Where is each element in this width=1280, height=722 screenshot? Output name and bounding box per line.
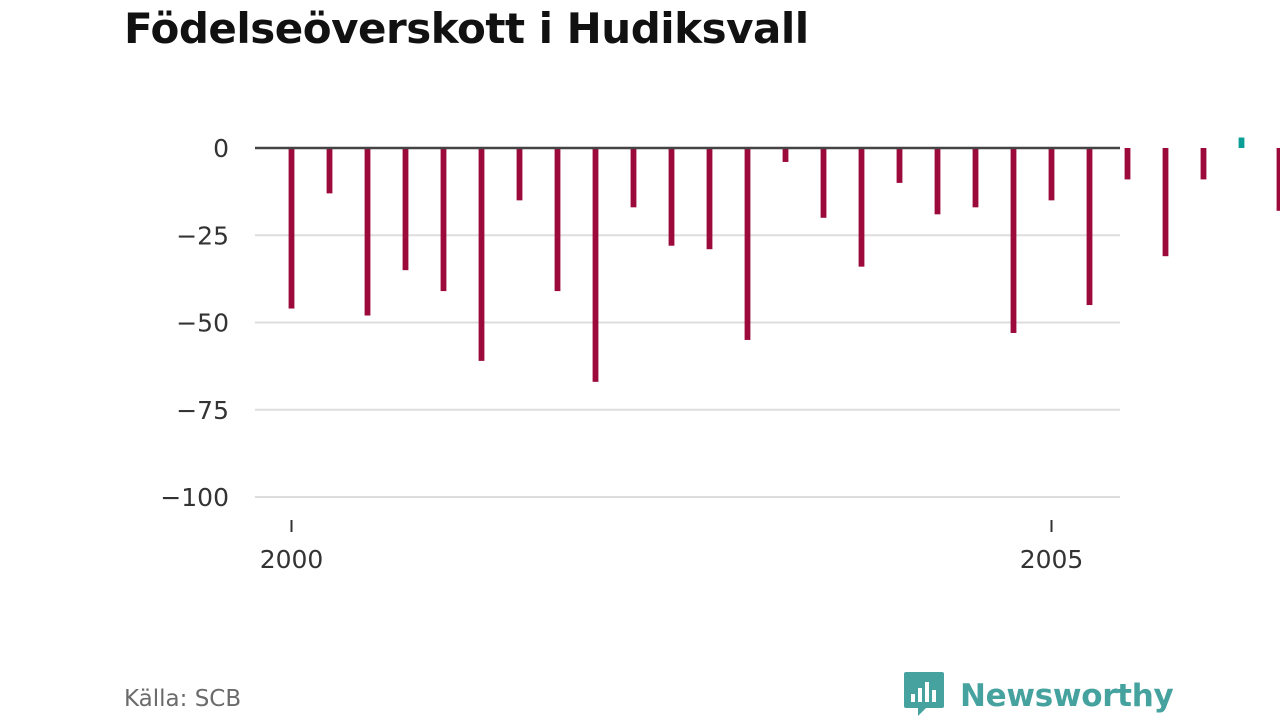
bar xyxy=(972,148,979,208)
chart-title: Födelseöverskott i Hudiksvall xyxy=(124,4,809,53)
bar xyxy=(440,148,447,292)
x-tick-label: 2005 xyxy=(1020,545,1084,574)
bar xyxy=(1086,148,1093,306)
bar xyxy=(1276,148,1280,211)
bar xyxy=(478,148,485,361)
bar xyxy=(934,148,941,215)
y-tick-label: 0 xyxy=(213,134,229,163)
bar xyxy=(782,148,789,162)
bar xyxy=(706,148,713,250)
bar xyxy=(668,148,675,246)
x-tick-label: 2000 xyxy=(260,545,324,574)
bar-layer xyxy=(288,137,1280,382)
axis-layer: 0−25−50−75−100200020052010201520202025 xyxy=(160,134,1120,574)
y-tick-label: −100 xyxy=(160,483,229,512)
newsworthy-logo-icon xyxy=(902,670,946,722)
bar xyxy=(1200,148,1207,180)
brand-name: Newsworthy xyxy=(960,678,1174,714)
bar xyxy=(402,148,409,271)
source-note: Källa: SCB xyxy=(124,686,242,712)
bar xyxy=(630,148,637,208)
bar xyxy=(592,148,599,382)
bar xyxy=(516,148,523,201)
bar xyxy=(1010,148,1017,333)
bar xyxy=(1048,148,1055,201)
newsworthy-brand[interactable]: Newsworthy xyxy=(902,670,1174,722)
grid-layer xyxy=(255,234,1120,498)
bar xyxy=(744,148,751,340)
y-tick-label: −50 xyxy=(176,309,229,338)
bar xyxy=(554,148,561,292)
bar xyxy=(326,148,333,194)
bar xyxy=(820,148,827,218)
bar xyxy=(1162,148,1169,257)
bar xyxy=(858,148,865,267)
bar xyxy=(364,148,371,316)
bar xyxy=(1124,148,1131,180)
bar xyxy=(288,148,295,309)
y-tick-label: −25 xyxy=(176,221,229,250)
bar xyxy=(896,148,903,183)
bar xyxy=(1238,137,1245,148)
y-tick-label: −75 xyxy=(176,396,229,425)
